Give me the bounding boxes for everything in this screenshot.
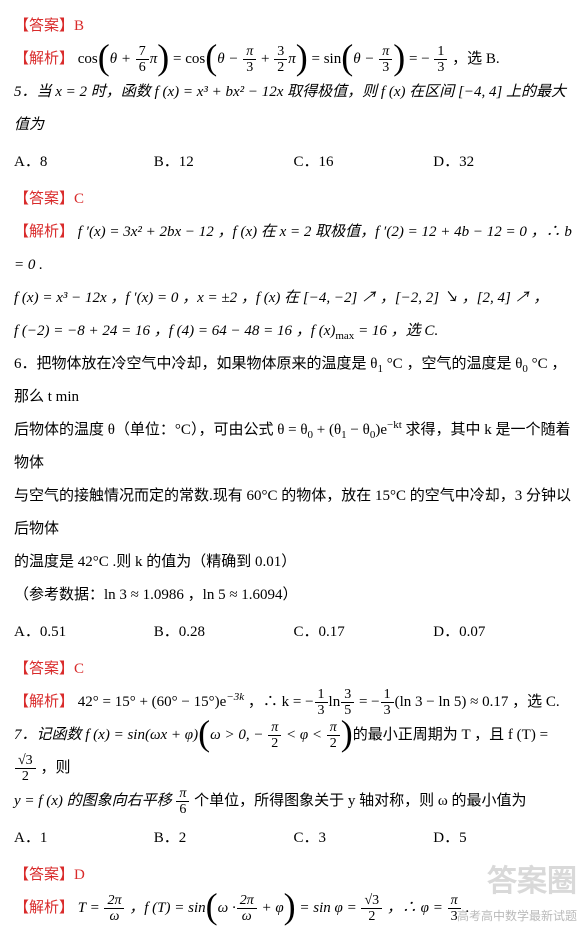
frac: √32 (361, 893, 382, 925)
frac: π2 (327, 720, 340, 752)
analysis-label: 【解析】 (14, 900, 74, 916)
frac: π6 (176, 786, 189, 818)
text: f ′(x) = 3x² + 2bx − 12 ，f (x) 在 x = 2 取… (14, 224, 572, 273)
q6-answer: 【答案】C (14, 653, 573, 686)
text: π (150, 51, 158, 67)
sub: max (335, 330, 354, 342)
frac: π2 (268, 720, 281, 752)
q6-stem-2: 后物体的温度 θ（单位：°C），可由公式 θ = θ0 + (θ1 − θ0)e… (14, 414, 573, 480)
q7-analysis: 【解析】 T = 2πω ，f (T) = sin(ω ·2πω + φ) = … (14, 892, 573, 925)
q6-ref: （参考数据：ln 3 ≈ 1.0986 ，ln 5 ≈ 1.6094） (14, 579, 573, 612)
q7-stem-2: y = f (x) 的图象向右平移 π6 个单位，所得图象关于 y 轴对称，则 … (14, 785, 573, 818)
q6-analysis: 【解析】 42° = 15° + (60° − 15°)e−3k ，∴ k = … (14, 686, 573, 719)
analysis-label: 【解析】 (14, 224, 74, 240)
text: = − (409, 51, 430, 67)
choice-d: D．0.07 (433, 616, 573, 649)
text: y = f (x) 的图象向右平移 (14, 793, 172, 809)
q5-choices: A．8 B．12 C．16 D．32 (14, 146, 573, 179)
q5-stem: 5．当 x = 2 时，函数 f (x) = x³ + bx² − 12x 取得… (14, 76, 573, 142)
q5-answer: 【答案】C (14, 183, 573, 216)
text: = sin φ = (296, 900, 357, 916)
text: T = (78, 900, 100, 916)
text: f (−2) = −8 + 24 = 16 ，f (4) = 64 − 48 =… (14, 323, 335, 339)
frac: π3 (243, 44, 256, 76)
text: °C ，空气的温度是 θ (383, 356, 522, 372)
frac: 2πω (237, 893, 257, 925)
frac: 13 (434, 44, 447, 76)
choice-c: C．0.17 (294, 616, 434, 649)
choice-c: C．16 (294, 146, 434, 179)
text: ，则 (37, 760, 71, 776)
q6-stem-3: 与空气的接触情况而定的常数.现有 60°C 的物体，放在 15°C 的空气中冷却… (14, 480, 573, 546)
text: θ − (353, 51, 374, 67)
text: = cos (173, 51, 205, 67)
text: 6．把物体放在冷空气中冷却，如果物体原来的温度是 θ (14, 356, 377, 372)
choice-c: C．3 (294, 822, 434, 855)
q6-stem-1: 6．把物体放在冷空气中冷却，如果物体原来的温度是 θ1 °C ，空气的温度是 θ… (14, 348, 573, 414)
text: θ − (217, 51, 238, 67)
text: ln (329, 694, 341, 710)
q6-choices: A．0.51 B．0.28 C．0.17 D．0.07 (14, 616, 573, 649)
text: < φ < (282, 727, 322, 743)
q5-analysis-3: f (−2) = −8 + 24 = 16 ，f (4) = 64 − 48 =… (14, 315, 573, 348)
text: = sin (312, 51, 342, 67)
text: 后物体的温度 θ（单位：°C），可由公式 θ = θ (14, 422, 308, 438)
text: )e (375, 422, 387, 438)
frac: π3 (379, 44, 392, 76)
frac: 32 (274, 44, 287, 76)
q7-choices: A．1 B．2 C．3 D．5 (14, 822, 573, 855)
text: + φ (258, 900, 284, 916)
text: 5．当 x = 2 时，函数 f (x) = x³ + bx² − 12x 取得… (14, 84, 566, 133)
q7-stem-1: 7．记函数 f (x) = sin(ωx + φ)(ω > 0, − π2 < … (14, 719, 573, 785)
text: ，f (T) = sin (125, 900, 205, 916)
text: 7．记函数 f (x) = sin(ωx + φ) (14, 727, 198, 743)
text: − θ (347, 422, 370, 438)
text: 个单位，所得图象关于 y 轴对称，则 ω 的最小值为 (194, 793, 526, 809)
text: 42° = 15° + (60° − 15°)e (78, 694, 227, 710)
text: ，∴ k = − (244, 694, 313, 710)
analysis-label: 【解析】 (14, 694, 74, 710)
q7-answer: 【答案】D (14, 859, 573, 892)
frac: π3 (448, 893, 461, 925)
text: ，选 B. (452, 51, 500, 67)
text: . (462, 900, 470, 916)
text: ω > 0, − (210, 727, 263, 743)
frac: 2πω (104, 893, 124, 925)
choice-b: B．0.28 (154, 616, 294, 649)
q5-analysis-1: 【解析】 f ′(x) = 3x² + 2bx − 12 ，f (x) 在 x … (14, 216, 573, 282)
choice-b: B．12 (154, 146, 294, 179)
text: cos (78, 51, 98, 67)
sup: −3k (226, 691, 244, 703)
text: (ln 3 − ln 5) ≈ 0.17 ，选 C. (395, 694, 560, 710)
choice-d: D．32 (433, 146, 573, 179)
text: π (288, 51, 296, 67)
q4-analysis: 【解析】 cos(θ + 76π) = cos(θ − π3 + 32π) = … (14, 43, 573, 76)
text: = − (355, 694, 379, 710)
frac: 13 (381, 687, 394, 719)
choice-a: A．1 (14, 822, 154, 855)
sup: −kt (387, 419, 402, 431)
text: + (261, 51, 269, 67)
analysis-label: 【解析】 (14, 51, 74, 67)
text: ，∴ φ = (383, 900, 443, 916)
frac: 13 (315, 687, 328, 719)
text: = 16 ，选 C. (354, 323, 438, 339)
choice-a: A．8 (14, 146, 154, 179)
choice-a: A．0.51 (14, 616, 154, 649)
choice-d: D．5 (433, 822, 573, 855)
q5-analysis-2: f (x) = x³ − 12x ，f ′(x) = 0 ，x = ±2 ，f … (14, 282, 573, 315)
choice-b: B．2 (154, 822, 294, 855)
text: 的最小正周期为 T ，且 f (T) = (353, 727, 548, 743)
frac: √32 (15, 753, 36, 785)
frac: 76 (136, 44, 149, 76)
text: θ + (110, 51, 131, 67)
text: ω · (218, 900, 236, 916)
q6-stem-4: 的温度是 42°C .则 k 的值为（精确到 0.01） (14, 546, 573, 579)
text: + (θ (313, 422, 341, 438)
